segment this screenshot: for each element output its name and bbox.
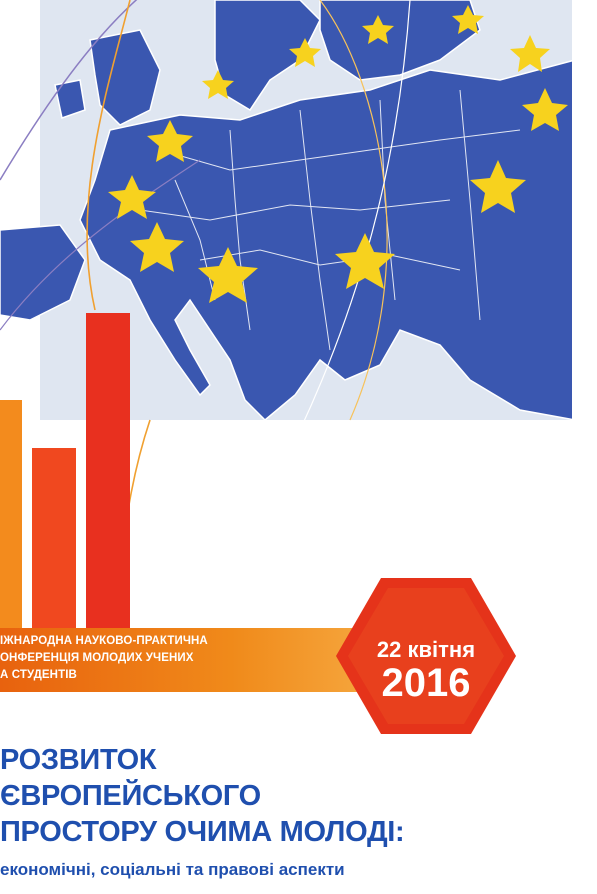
star-10 xyxy=(130,222,184,272)
title-line-1: РОЗВИТОК xyxy=(0,744,157,776)
star-9 xyxy=(198,247,258,303)
star-11 xyxy=(108,175,156,219)
mainland-europe-landmass xyxy=(79,59,576,422)
bar-1 xyxy=(0,400,22,628)
event-year: 2016 xyxy=(381,661,471,705)
date-hexagon xyxy=(336,578,516,734)
event-date: 22 квітня xyxy=(376,637,476,662)
title-line-3: ПРОСТОРУ ОЧИМА МОЛОДІ: xyxy=(0,816,405,848)
bar-2 xyxy=(32,448,76,628)
star-2 xyxy=(289,38,321,67)
conference-type-text: ІЖНАРОДНА НАУКОВО-ПРАКТИЧНА ОНФЕРЕНЦІЯ М… xyxy=(0,633,360,684)
star-5 xyxy=(510,35,550,72)
star-7 xyxy=(470,160,526,213)
star-8 xyxy=(335,233,395,289)
iberia-landmass xyxy=(0,224,86,321)
eu-stars xyxy=(108,5,568,303)
conference-type-line-2: ОНФЕРЕНЦІЯ МОЛОДИХ УЧЕНИХ xyxy=(0,652,194,664)
star-6 xyxy=(522,88,568,131)
title-line-2: ЄВРОПЕЙСЬКОГО xyxy=(0,780,261,812)
conference-type-line-1: ІЖНАРОДНА НАУКОВО-ПРАКТИЧНА xyxy=(0,635,208,647)
star-1 xyxy=(202,70,234,99)
bar-3 xyxy=(86,313,130,628)
star-4 xyxy=(452,5,484,34)
subtitle: економічні, соціальні та правові аспекти xyxy=(0,860,345,879)
page-edge xyxy=(572,0,597,894)
star-3 xyxy=(362,15,394,44)
british-isles-landmass xyxy=(54,29,161,126)
star-12 xyxy=(147,120,193,162)
conference-type-line-3: А СТУДЕНТІВ xyxy=(0,669,77,681)
